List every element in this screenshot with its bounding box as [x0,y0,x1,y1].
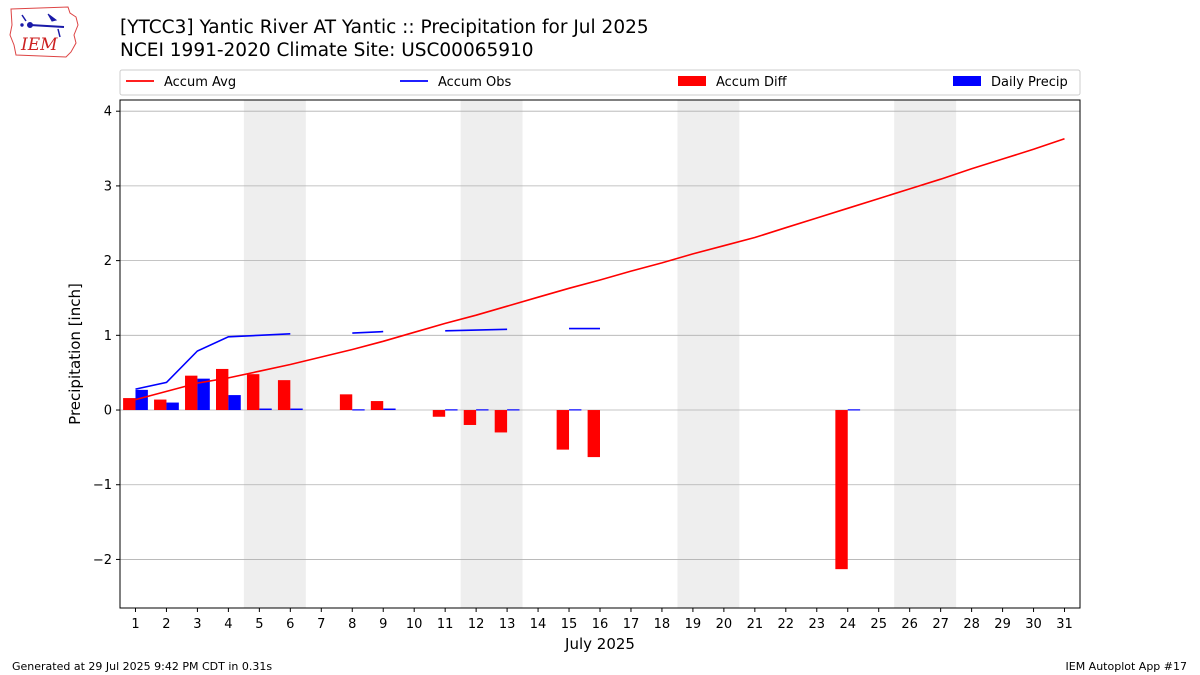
x-tick-label: 24 [839,617,856,632]
y-tick-label: 2 [104,254,112,269]
accum-diff-bar [556,410,570,450]
x-tick-label: 21 [747,617,764,632]
iem-logo: IEM [9,6,79,58]
x-tick-label: 15 [561,617,578,632]
legend-accum-diff-label: Accum Diff [716,75,788,90]
x-tick-label: 18 [654,617,671,632]
x-tick-label: 2 [162,617,170,632]
y-axis-label: Precipitation [inch] [66,283,84,425]
x-axis-label: July 2025 [564,635,635,653]
legend-accum-diff-swatch [678,76,706,86]
x-tick-label: 20 [716,617,733,632]
x-tick-label: 23 [809,617,826,632]
daily-precip-bar [507,409,520,411]
daily-precip-bar [228,395,241,411]
weekend-band [243,100,306,608]
accum-diff-bar [277,380,291,411]
accum-diff-bar [154,399,167,411]
legend-daily-precip-swatch [953,76,981,86]
x-tick-label: 17 [623,617,640,632]
x-tick-label: 4 [224,617,232,632]
accum-diff-bar [587,410,600,458]
weekend-bands [243,100,957,608]
daily-precip-bar [259,408,272,411]
accum-diff-bar [216,368,229,411]
x-tick-label: 25 [870,617,887,632]
x-tick-label: 13 [499,617,516,632]
legend-daily-precip-label: Daily Precip [991,75,1068,90]
x-axis-ticks: 1 2 3 4 5 6 7 8 9 10 11 12 13 14 15 16 17 18 19 20 21 22 23 24 2… [131,608,1073,632]
x-tick-label: 14 [530,617,547,632]
chart-title: [YTCC3] Yantic River AT Yantic :: Precip… [120,17,649,38]
y-tick-label: 1 [104,329,112,344]
accum-diff-bar [246,374,260,411]
accum-obs-line [352,330,384,334]
generated-timestamp: Generated at 29 Jul 2025 9:42 PM CDT in … [12,660,273,673]
accum-diff-bar [463,410,477,425]
x-tick-label: 1 [131,617,139,632]
legend: Accum Avg Accum Obs Accum Diff Daily Precip [119,69,1081,96]
x-tick-label: 7 [317,617,325,632]
daily-precip-bar [290,408,303,411]
legend-accum-avg-label: Accum Avg [164,75,236,90]
daily-precip-bar [352,409,365,411]
x-tick-label: 10 [406,617,423,632]
iowa-state-outline-icon [9,6,79,58]
accum-diff-bar [123,398,136,411]
accum-diff-bar [494,410,508,433]
daily-precip-bar [445,409,458,411]
x-tick-label: 19 [685,617,702,632]
y-tick-label: −1 [93,478,112,493]
weather-station-icon [20,13,65,38]
accum-diff-bar [835,410,848,570]
iem-logo-text: IEM [20,35,58,55]
daily-precip-bar [135,389,148,411]
daily-precip-bar [197,378,210,411]
x-tick-label: 28 [963,617,980,632]
x-tick-label: 27 [932,617,949,632]
x-tick-label: 30 [1025,617,1042,632]
y-tick-label: −2 [93,553,112,568]
weekend-band [894,100,957,608]
y-tick-label: 0 [104,404,112,419]
daily-precip-bar [383,408,396,411]
x-tick-label: 22 [778,617,795,632]
y-tick-label: 3 [104,179,112,194]
x-tick-label: 5 [255,617,263,632]
weekend-band [460,100,523,608]
app-credit: IEM Autoplot App #17 [1065,660,1188,673]
weekend-band [677,100,740,608]
x-tick-label: 29 [994,617,1011,632]
daily-precip-bar [847,409,861,411]
legend-accum-obs-label: Accum Obs [438,75,511,90]
accum-avg-line [135,138,1065,401]
accum-obs-line [135,333,291,390]
y-axis-ticks: −2 −1 0 1 2 3 4 [93,105,120,568]
accum-obs-line [445,328,508,332]
accum-diff-bar [432,410,446,417]
accum-diff-bar [370,401,384,411]
legend-frame [119,69,1081,96]
x-tick-label: 16 [592,617,609,632]
x-tick-label: 9 [379,617,387,632]
x-tick-label: 3 [193,617,201,632]
x-tick-label: 6 [286,617,294,632]
daily-precip-bar [569,409,582,411]
daily-precip-bar [476,409,489,411]
daily-precip-bar [166,402,179,411]
chart-subtitle: NCEI 1991-2020 Climate Site: USC00065910 [120,40,534,61]
x-tick-label: 26 [901,617,918,632]
x-tick-label: 31 [1056,617,1073,632]
x-tick-label: 11 [437,617,454,632]
x-tick-label: 12 [468,617,485,632]
line-series [135,138,1065,401]
accum-diff-bar [339,394,353,411]
y-tick-label: 4 [104,105,112,120]
accum-diff-bar [185,375,198,411]
x-tick-label: 8 [348,617,356,632]
